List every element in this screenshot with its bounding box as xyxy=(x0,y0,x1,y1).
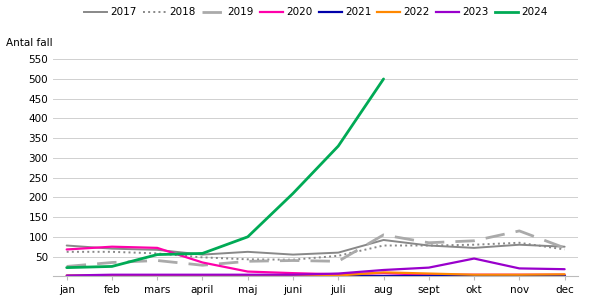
Legend: 2017, 2018, 2019, 2020, 2021, 2022, 2023, 2024: 2017, 2018, 2019, 2020, 2021, 2022, 2023… xyxy=(80,3,551,21)
Text: Antal fall: Antal fall xyxy=(6,37,53,48)
